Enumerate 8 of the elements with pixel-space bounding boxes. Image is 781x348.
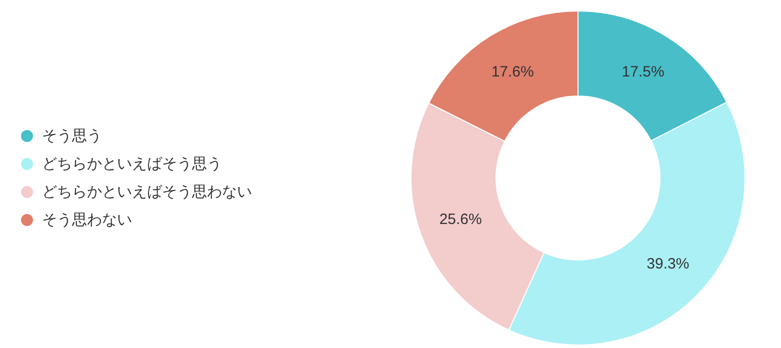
legend-label: そう思わない [42,212,132,228]
legend-label: どちらかといえばそう思わない [42,184,252,200]
data-label: 17.6% [491,64,534,81]
legend-label: そう思う [42,128,102,144]
data-label: 25.6% [439,210,482,228]
legend-label: どちらかといえばそう思う [42,156,222,172]
data-label: 39.3% [646,256,690,273]
data-label: 17.5% [622,63,664,80]
